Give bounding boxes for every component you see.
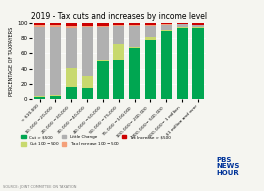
Bar — [50, 23, 61, 25]
Bar — [113, 23, 124, 25]
Bar — [161, 24, 172, 25]
Bar — [145, 40, 156, 99]
Bar — [97, 27, 109, 60]
Bar — [113, 44, 124, 60]
Bar — [66, 28, 77, 68]
Legend: Cut > $500, Cut $100-$500, Little Change, Tax Increase $100-$500, Tax Increase >: Cut > $500, Cut $100-$500, Little Change… — [20, 134, 173, 149]
Bar — [34, 97, 45, 99]
Bar — [161, 31, 172, 99]
Bar — [145, 37, 156, 40]
Bar — [129, 26, 140, 47]
Bar — [113, 25, 124, 26]
Bar — [129, 23, 140, 25]
Bar — [82, 76, 93, 88]
Bar — [66, 87, 77, 99]
Bar — [82, 27, 93, 76]
Bar — [192, 27, 204, 28]
Bar — [113, 26, 124, 44]
Bar — [82, 88, 93, 99]
Bar — [129, 25, 140, 26]
Bar — [97, 61, 109, 99]
Bar — [97, 60, 109, 61]
Bar — [97, 26, 109, 27]
Bar — [161, 23, 172, 24]
Bar — [34, 27, 45, 96]
Bar — [145, 26, 156, 37]
Text: PBS
NEWS
HOUR: PBS NEWS HOUR — [216, 157, 240, 176]
Bar — [82, 23, 93, 26]
Bar — [145, 25, 156, 26]
Bar — [161, 30, 172, 31]
Text: SOURCE: JOINT COMMITTEE ON TAXATION: SOURCE: JOINT COMMITTEE ON TAXATION — [3, 185, 76, 189]
Bar — [66, 23, 77, 26]
Bar — [145, 23, 156, 25]
Bar — [161, 25, 172, 30]
Y-axis label: PERCENTAGE OF TAXPAYERS: PERCENTAGE OF TAXPAYERS — [9, 27, 14, 96]
Bar — [50, 95, 61, 96]
Bar — [192, 25, 204, 27]
Bar — [177, 23, 188, 24]
Bar — [129, 48, 140, 99]
Bar — [34, 96, 45, 97]
Bar — [192, 28, 204, 99]
Bar — [177, 24, 188, 27]
Bar — [192, 23, 204, 25]
Bar — [34, 25, 45, 27]
Bar — [177, 27, 188, 28]
Bar — [66, 68, 77, 87]
Bar — [50, 96, 61, 99]
Bar — [129, 47, 140, 48]
Bar — [66, 26, 77, 28]
Bar — [34, 23, 45, 25]
Bar — [50, 27, 61, 95]
Bar — [50, 25, 61, 27]
Bar — [113, 60, 124, 99]
Bar — [82, 26, 93, 27]
Title: 2019 - Tax cuts and increases by income level: 2019 - Tax cuts and increases by income … — [31, 12, 207, 21]
Bar — [177, 28, 188, 99]
Bar — [97, 23, 109, 26]
